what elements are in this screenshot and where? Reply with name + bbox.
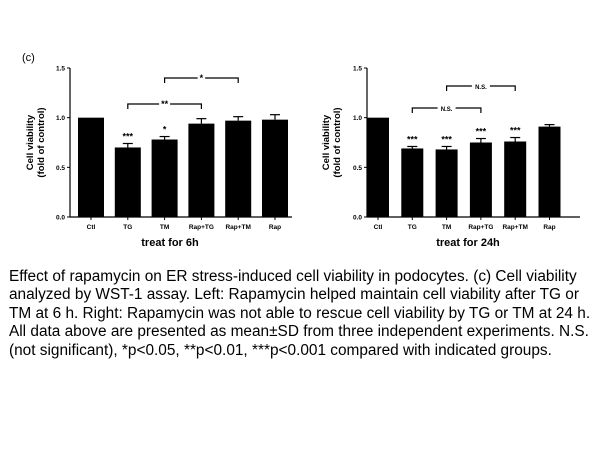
- y-tick-label: 1.0: [56, 115, 65, 122]
- x-tick-label: TM: [160, 224, 169, 231]
- y-axis-label-line: Cell viability: [25, 114, 36, 170]
- y-tick-label: 0.0: [56, 215, 65, 222]
- bracket-label: N.S.: [441, 107, 453, 113]
- y-tick-label: 1.0: [353, 115, 362, 122]
- y-tick-label: 1.5: [56, 66, 65, 73]
- x-tick-label: Rap+TM: [502, 224, 527, 231]
- x-tick-label: TM: [442, 224, 451, 231]
- bracket-label: *: [200, 73, 204, 83]
- bracket-label: N.S.: [475, 85, 487, 91]
- bracket-label-gap: [471, 84, 490, 88]
- significance-label: *: [163, 125, 167, 135]
- y-axis-label-line: (fold of control): [36, 107, 47, 177]
- bar-rap-tg: [469, 142, 492, 217]
- y-axis-label: Cell viability(fold of control): [321, 107, 343, 177]
- bar-rap-tm: [225, 120, 252, 217]
- bar-ctl: [367, 117, 389, 217]
- x-tick-label: Rap: [269, 224, 281, 231]
- y-tick-label: 0.0: [353, 215, 362, 222]
- significance-label: ***: [407, 134, 418, 144]
- x-tick-label: Ctl: [374, 224, 383, 231]
- x-axis-label: treat for 6h: [141, 237, 199, 249]
- figure: (c) 0.0 0.5 1.0 1.5 Cell viability(fold of c…: [22, 52, 580, 249]
- bracket-label-gap: [159, 102, 171, 106]
- bar-tm: [435, 149, 458, 217]
- x-tick-label: Rap: [543, 224, 555, 231]
- y-tick-label: 1.5: [353, 66, 362, 73]
- significance-label: ***: [476, 127, 487, 137]
- significance-label: ***: [441, 134, 452, 144]
- bar-rap: [262, 119, 288, 217]
- figure-caption: Effect of rapamycin on ER stress-induced…: [9, 268, 591, 359]
- y-axis-label-line: Cell viability: [321, 114, 332, 170]
- y-axis-label-line: (fold of control): [332, 107, 343, 177]
- x-axis-label: treat for 24h: [436, 237, 500, 249]
- x-tick-label: TG: [123, 224, 132, 231]
- x-tick-label: Rap+TG: [468, 224, 493, 231]
- x-tick-label: Ctl: [87, 224, 96, 231]
- y-tick-label: 0.5: [56, 165, 65, 172]
- significance-label: ***: [123, 131, 134, 141]
- x-tick-label: Rap+TM: [225, 224, 250, 231]
- bar-tg: [401, 148, 424, 217]
- panel-label: (c): [22, 52, 35, 64]
- bracket-label: **: [161, 99, 169, 109]
- bar-rap: [538, 126, 561, 217]
- bar-ctl: [78, 117, 104, 217]
- bar-tg: [114, 147, 141, 217]
- bracket-label-gap: [197, 76, 206, 80]
- bar-rap-tg: [188, 123, 215, 217]
- bar-rap-tm: [504, 141, 527, 217]
- bracket-label-gap: [437, 106, 456, 110]
- significance-label: ***: [510, 126, 521, 136]
- y-tick-label: 0.5: [353, 165, 362, 172]
- y-axis-label: Cell viability(fold of control): [25, 107, 47, 177]
- bar-tm: [151, 139, 178, 217]
- x-tick-label: TG: [408, 224, 417, 231]
- x-tick-label: Rap+TG: [189, 224, 214, 231]
